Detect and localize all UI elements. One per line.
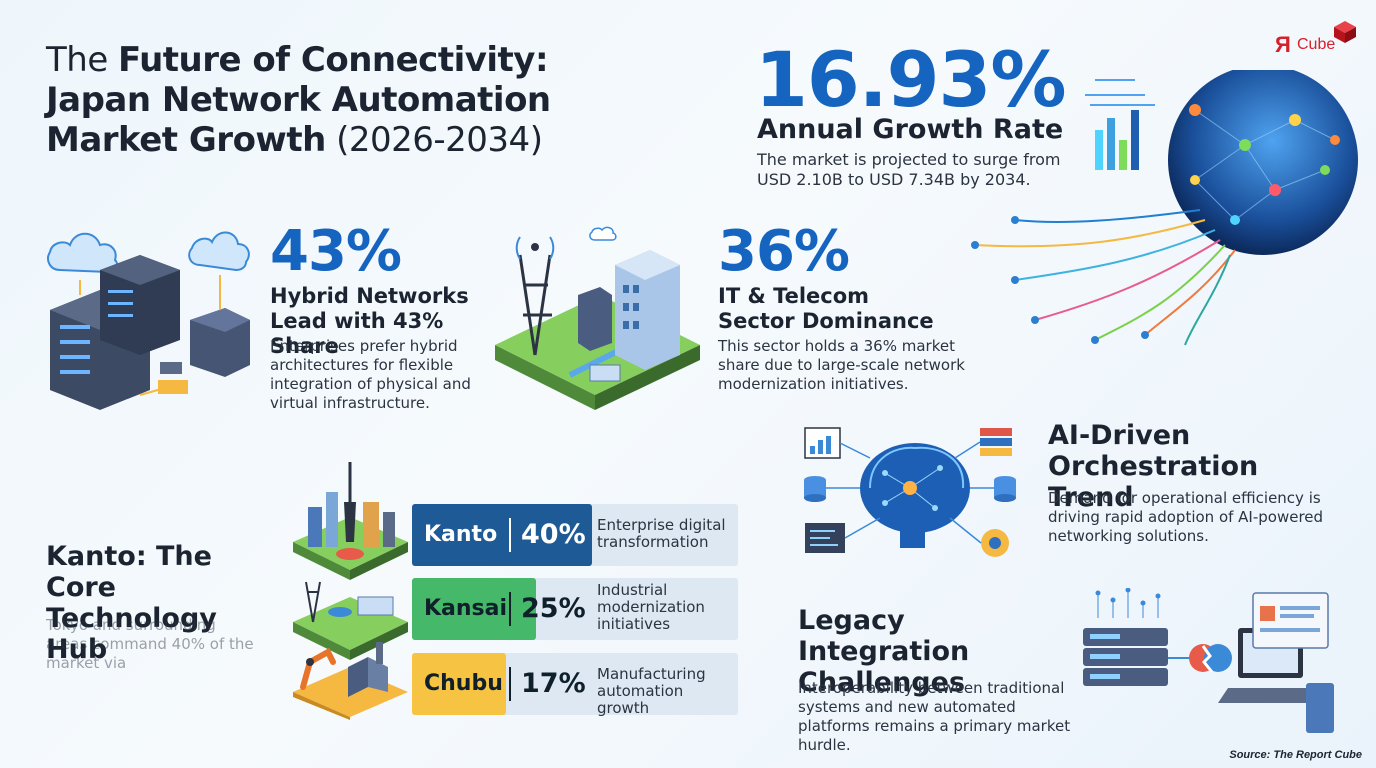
kanto-hub-title: Kanto: The Core Technology Hub <box>46 541 217 665</box>
cube-icon <box>1334 21 1356 43</box>
region-name: Kanto <box>424 522 498 547</box>
cell-tower-city-icon <box>495 226 700 410</box>
chubu-factory-icon <box>293 642 408 720</box>
region-bar-fill <box>412 578 536 640</box>
region-name: Chubu <box>424 671 503 696</box>
kanto-hub-desc: Tokyo and surrounding areas command 40% … <box>46 616 254 672</box>
region-note: Industrial modernization initiatives <box>597 581 705 633</box>
hybrid-title: Hybrid Networks Lead with 43% Share <box>270 284 469 358</box>
region-separator <box>509 518 511 552</box>
cloud-server-icon <box>47 231 250 410</box>
growth-rate-label: Annual Growth Rate <box>757 114 1064 145</box>
legacy-desc: Interoperability between traditional sys… <box>798 679 1071 754</box>
region-separator <box>509 667 511 701</box>
region-note: Manufacturing automation growth <box>597 665 706 717</box>
ai-title: AI-Driven Orchestration Trend <box>1048 420 1259 513</box>
brand-logo: Я Cube <box>1275 20 1365 60</box>
page-title: The Future of Connectivity: Japan Networ… <box>46 40 551 160</box>
tokyo-skyline-icon <box>293 462 408 580</box>
region-row-kansai: Kansai 25% Industrial modernization initia… <box>412 578 738 640</box>
region-row-kanto: Kanto 40% Enterprise digital transformatio… <box>412 504 738 566</box>
ai-brain-icon <box>804 427 1016 557</box>
hybrid-share-value: 43% <box>270 219 402 284</box>
network-globe-icon <box>971 70 1358 346</box>
region-note: Enterprise digital transformation <box>597 516 726 551</box>
region-bar-fill <box>412 504 592 566</box>
legacy-title: Legacy Integration Challenges <box>798 605 970 698</box>
telecom-desc: This sector holds a 36% market share due… <box>718 337 965 393</box>
region-separator <box>509 592 511 626</box>
kansai-industry-icon <box>293 581 408 660</box>
region-share: 25% <box>521 593 586 624</box>
legacy-server-laptop-icon <box>1083 588 1334 733</box>
growth-rate-value: 16.93% <box>755 35 1067 124</box>
hybrid-desc: Enterprises prefer hybrid architectures … <box>270 337 471 412</box>
telecom-share-value: 36% <box>718 219 850 284</box>
region-share: 17% <box>521 668 586 699</box>
region-name: Kansai <box>424 596 508 621</box>
growth-rate-desc: The market is projected to surge from US… <box>757 150 1061 189</box>
region-bar-fill <box>412 653 506 715</box>
region-illustrations <box>293 462 408 720</box>
region-share: 40% <box>521 519 586 550</box>
source-note: Source: The Report Cube <box>1229 749 1362 761</box>
telecom-title: IT & Telecom Sector Dominance <box>718 284 934 333</box>
ai-desc: Demand for operational efficiency is dri… <box>1048 489 1324 545</box>
region-row-chubu: Chubu 17% Manufacturing automation growth <box>412 653 738 717</box>
